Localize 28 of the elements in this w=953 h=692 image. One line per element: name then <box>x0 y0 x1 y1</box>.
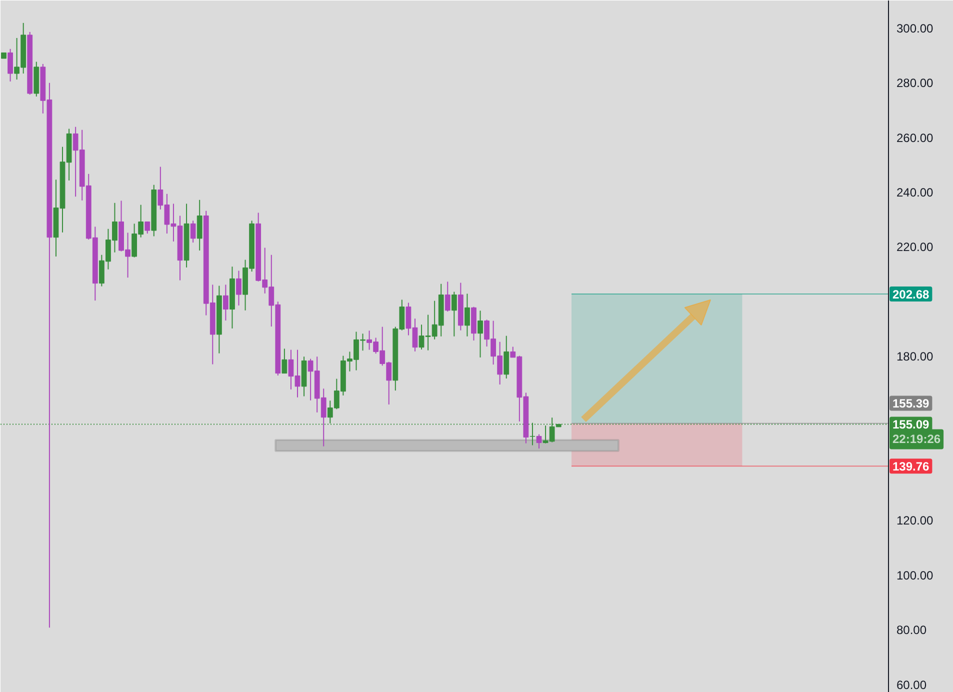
y-tick-label: 280.00 <box>896 76 934 90</box>
annotation: 22:19:26 <box>892 432 941 446</box>
y-tick-label: 100.00 <box>896 568 934 582</box>
y-tick-label: 120.00 <box>896 514 934 528</box>
ref-line-label: 202.68 <box>892 288 930 302</box>
y-tick-label: 180.00 <box>896 350 934 364</box>
candlestick <box>464 293 470 337</box>
y-tick-label: 80.00 <box>896 623 927 638</box>
candlestick <box>451 291 457 337</box>
candlestick <box>196 199 202 251</box>
y-tick-label: 60.00 <box>896 678 927 692</box>
candlestick <box>190 220 196 244</box>
ref-line-label: 139.76 <box>892 460 930 474</box>
ref-line-label: 155.39 <box>892 396 930 411</box>
candlestick <box>144 221 150 234</box>
candlestick <box>8 48 13 82</box>
y-tick-label: 240.00 <box>896 185 934 200</box>
y-tick-label: 220.00 <box>896 240 934 254</box>
ref-line-label: 155.09 <box>892 418 930 432</box>
candlestick <box>504 335 510 379</box>
candlestick <box>478 310 483 358</box>
candlestick <box>444 281 450 312</box>
candlestick <box>222 284 228 322</box>
y-tick-label: 260.00 <box>896 130 934 145</box>
candlestick <box>282 348 288 374</box>
candlestick <box>536 434 542 450</box>
y-tick-label: 300.00 <box>896 21 934 36</box>
candlestick <box>236 270 242 306</box>
